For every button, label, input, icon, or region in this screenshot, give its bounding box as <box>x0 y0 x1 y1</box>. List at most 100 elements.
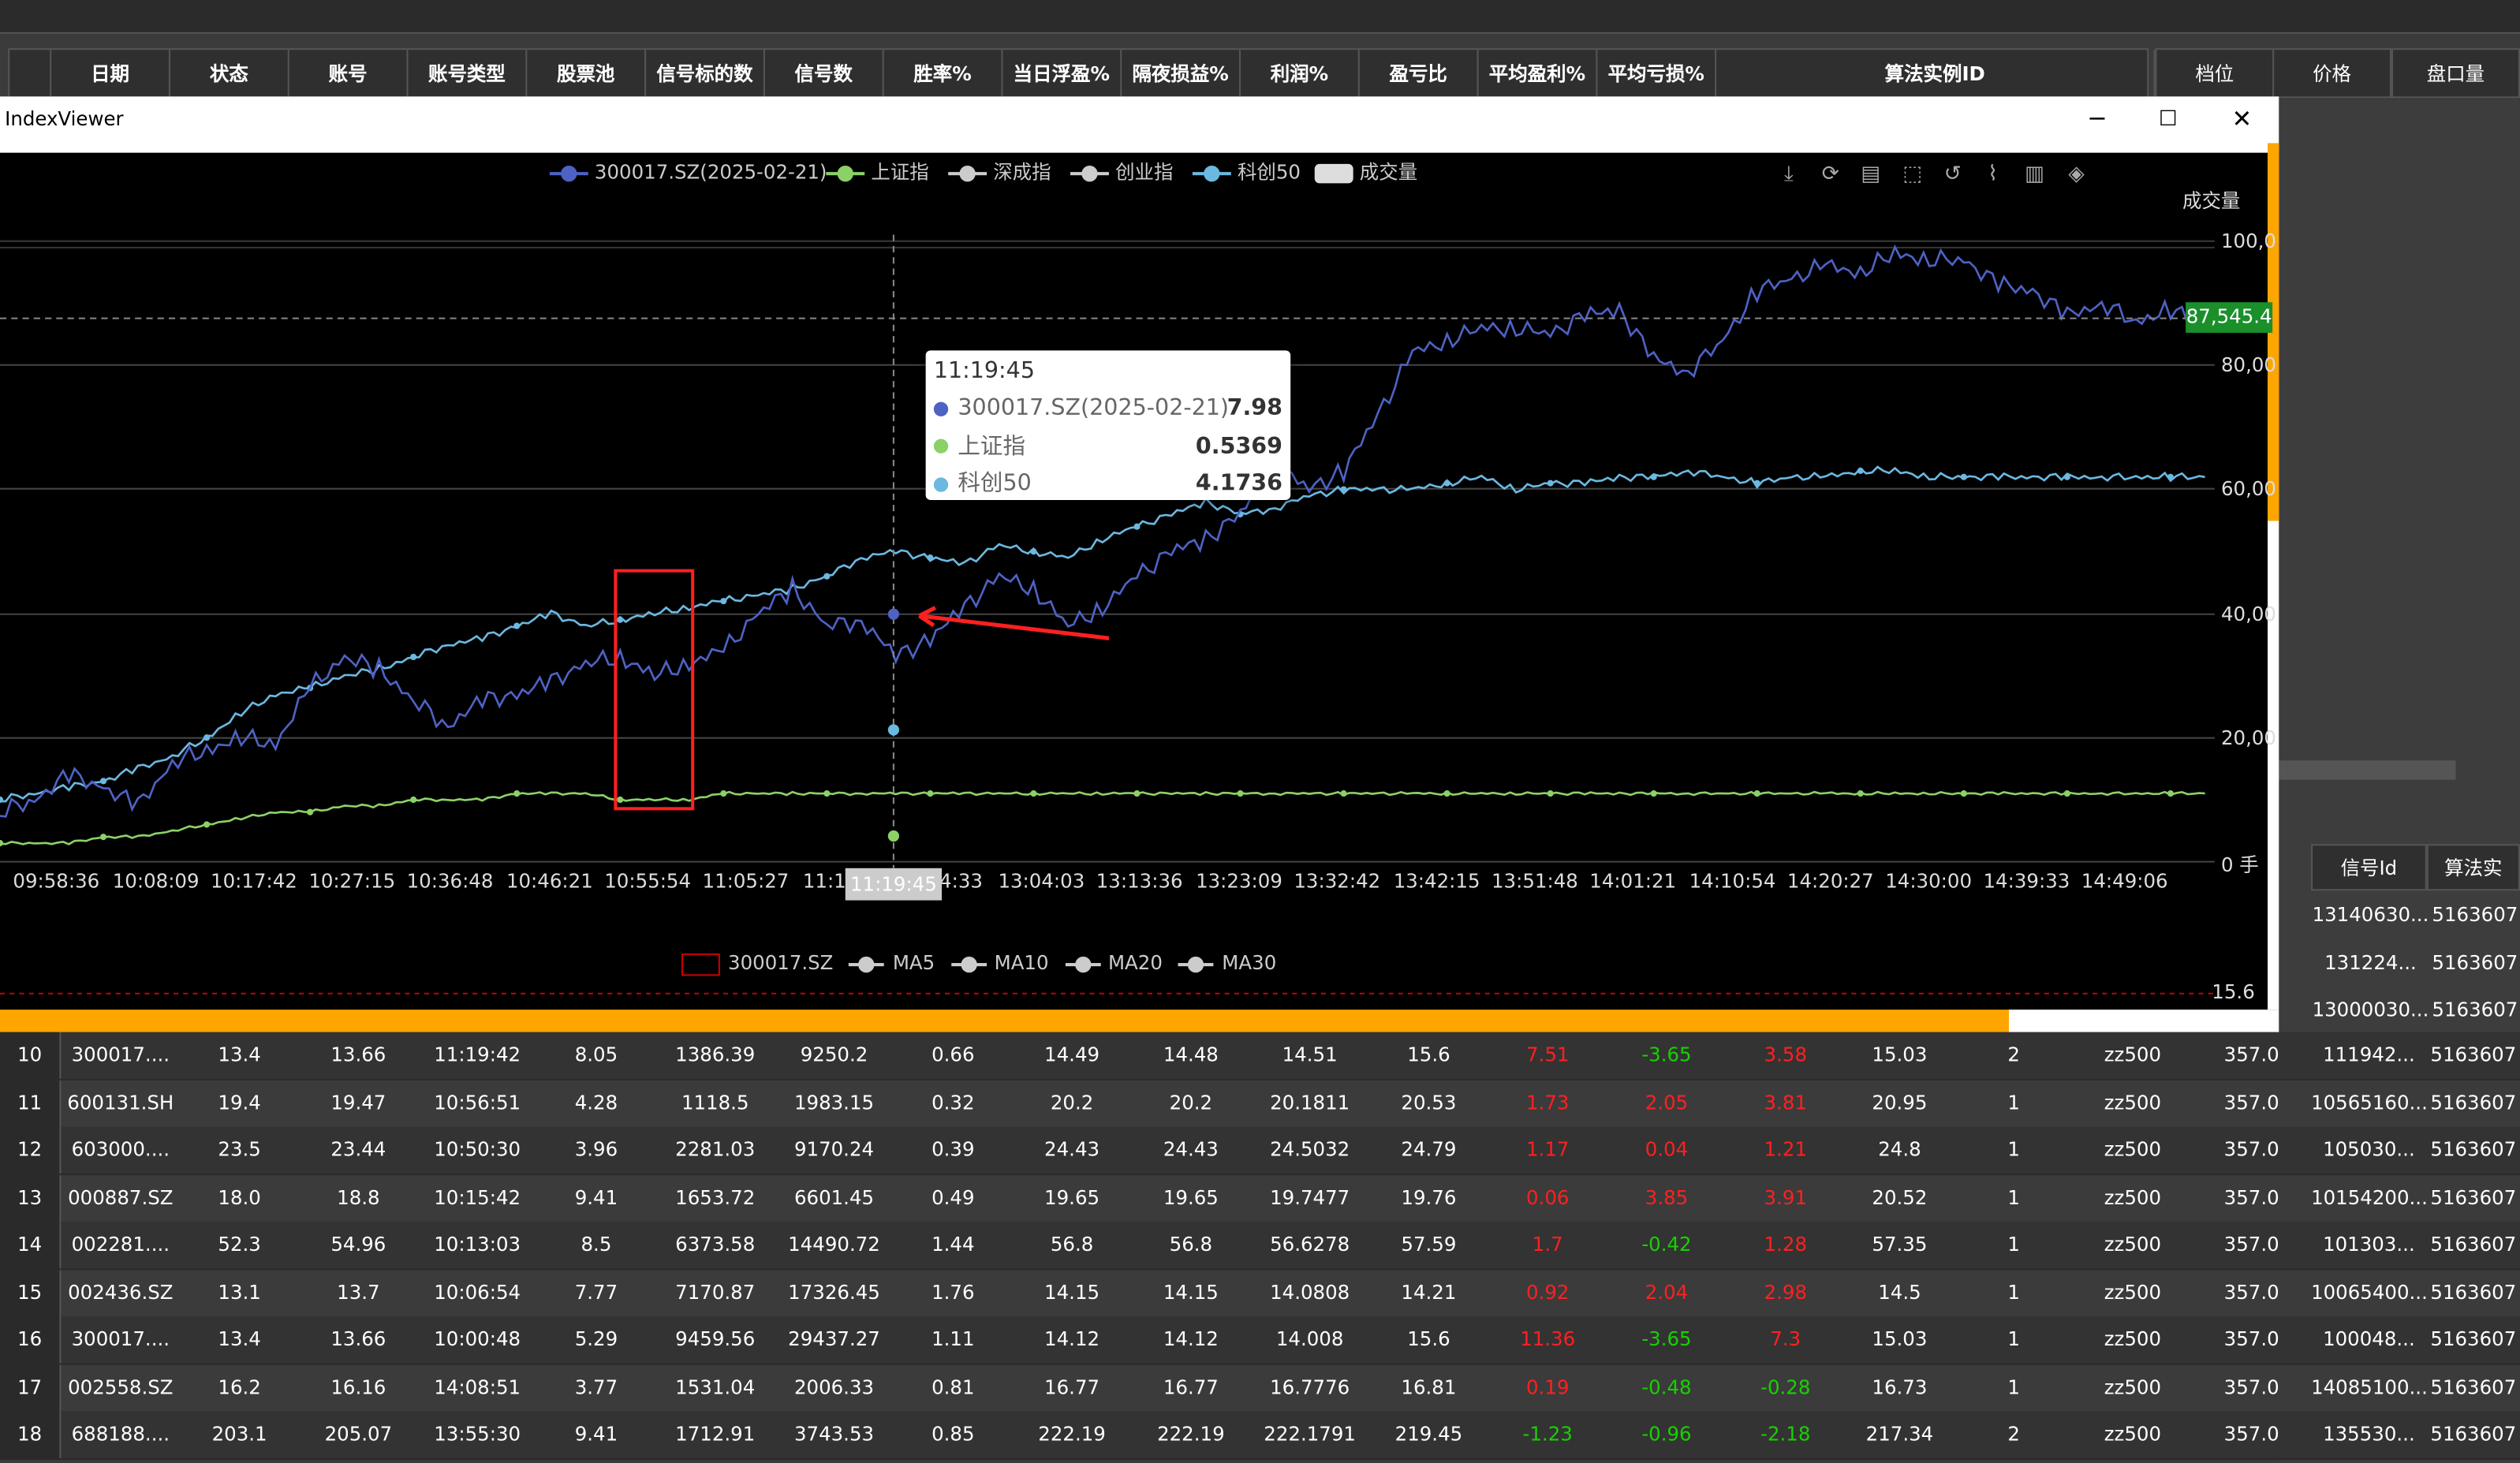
table-row[interactable]: 10 300017.... 13.4 13.66 11:19:42 8.05 1386.39… <box>0 1032 2520 1080</box>
table-cell: 1118.5 <box>681 1091 749 1114</box>
column-header[interactable]: 信号数 <box>765 50 884 100</box>
row-number: 18 <box>0 1411 62 1458</box>
table-row[interactable]: 13 000887.SZ 18.0 18.8 10:15:42 9.41 1653.72 66… <box>0 1174 2520 1223</box>
y-axis-title: 成交量 <box>2182 189 2241 213</box>
table-cell: 56.8 <box>1169 1233 1213 1256</box>
table-row[interactable]: 14 002281.... 52.3 54.96 10:13:03 8.5 6373.58 1… <box>0 1222 2520 1271</box>
column-header[interactable]: 平均亏损% <box>1597 50 1717 100</box>
minimize-button[interactable]: ─ <box>2089 104 2105 134</box>
table-cell: 357.0 <box>2223 1327 2279 1351</box>
column-header[interactable]: 隔夜损益% <box>1122 50 1241 100</box>
signal-column-header[interactable]: 算法实 <box>2426 844 2520 891</box>
table-row[interactable]: 12 603000.... 23.5 23.44 10:50:30 3.96 2281.03… <box>0 1126 2520 1176</box>
index-chart[interactable] <box>0 155 2266 1006</box>
table-cell: 5163607 <box>2430 1280 2517 1304</box>
table-cell: 57.35 <box>1872 1233 1928 1256</box>
stack-icon[interactable]: ◈ <box>2068 162 2085 187</box>
tooltip-series-name: 上证指 <box>958 433 1025 459</box>
table-row[interactable]: 15 002436.SZ 13.1 13.7 10:06:54 7.77 7170.87 17… <box>0 1269 2520 1318</box>
zoom-icon[interactable]: ⬚ <box>1902 162 1923 187</box>
table-cell: 3.77 <box>574 1375 618 1398</box>
legend-label: 科创50 <box>1237 160 1301 184</box>
signal-cell: 13140630... <box>2312 903 2429 927</box>
column-header[interactable]: 盈亏比 <box>1360 50 1479 100</box>
table-cell: 5163607 <box>2430 1375 2517 1398</box>
table-cell: 357.0 <box>2223 1423 2279 1446</box>
table-cell: 0.39 <box>931 1138 975 1161</box>
kline-legend-item[interactable]: MA5 <box>849 952 935 974</box>
table-cell: 203.1 <box>211 1423 267 1446</box>
column-header[interactable]: 平均盈利% <box>1479 50 1598 100</box>
signal-column-header[interactable]: 信号Id <box>2311 844 2427 891</box>
table-cell: 688188.... <box>71 1423 170 1446</box>
column-header[interactable]: 算法实例ID <box>1716 50 2156 100</box>
table-cell: 2.05 <box>1645 1091 1689 1114</box>
table-cell: 14.5 <box>1878 1280 1921 1304</box>
table-cell: 10565160... <box>2311 1091 2427 1114</box>
table-cell: 1 <box>2007 1280 2020 1304</box>
right-panel-scrollbar[interactable] <box>2279 760 2456 780</box>
legend-item[interactable]: 科创50 <box>1192 158 1301 187</box>
chart-zoom-slider[interactable] <box>0 1010 2009 1032</box>
orderbook-header[interactable]: 档位 <box>2155 48 2275 99</box>
legend-item[interactable]: 深成指 <box>948 158 1051 187</box>
table-cell: -0.48 <box>1641 1375 1692 1398</box>
table-cell: 300017.... <box>71 1043 170 1066</box>
sh-index-line-point <box>720 790 727 797</box>
annotation-box <box>614 569 695 811</box>
kc50-line-point <box>0 796 4 804</box>
table-cell: zz500 <box>2104 1375 2162 1398</box>
window-titlebar[interactable]: IndexViewer ─ ☐ ✕ <box>0 96 2279 153</box>
data-view-icon[interactable]: ▤ <box>1861 162 1881 187</box>
column-header[interactable]: 当日浮盈% <box>1002 50 1122 100</box>
table-row[interactable]: 11 600131.SH 19.4 19.47 10:56:51 4.28 1118.5 19… <box>0 1079 2520 1129</box>
column-header[interactable]: 状态 <box>170 50 289 100</box>
refresh-icon[interactable]: ⟳ <box>1821 162 1839 187</box>
column-header[interactable]: 日期 <box>51 50 170 100</box>
table-row[interactable]: 17 002558.SZ 16.2 16.16 14:08:51 3.77 1531.04 2… <box>0 1364 2520 1413</box>
maximize-button[interactable]: ☐ <box>2158 107 2178 132</box>
chart-zoom-track[interactable] <box>2009 1010 2279 1032</box>
table-cell: -0.28 <box>1760 1375 1811 1398</box>
zoom-reset-icon[interactable]: ↺ <box>1943 162 1962 187</box>
download-icon[interactable]: ⤓ <box>1783 162 1794 187</box>
kline-legend-item[interactable]: 300017.SZ <box>681 952 833 976</box>
kline-legend-item[interactable]: MA20 <box>1064 952 1163 974</box>
bar-chart-icon[interactable]: ▥ <box>2025 162 2045 187</box>
table-cell: 19.76 <box>1401 1185 1457 1208</box>
table-cell: 1.21 <box>1764 1138 1807 1161</box>
legend-item[interactable]: 上证指 <box>826 158 929 187</box>
table-row[interactable]: 16 300017.... 13.4 13.66 10:00:48 5.29 9459.56… <box>0 1316 2520 1365</box>
table-cell: 29437.27 <box>788 1327 880 1351</box>
table-cell: 10:13:03 <box>434 1233 521 1256</box>
table-cell: 20.1811 <box>1270 1091 1350 1114</box>
column-header[interactable]: 账号 <box>289 50 409 100</box>
table-cell: 16.77 <box>1163 1375 1219 1398</box>
close-button[interactable]: ✕ <box>2231 104 2253 134</box>
legend-item[interactable]: 300017.SZ(2025-02-21) <box>549 158 827 187</box>
table-cell: 357.0 <box>2223 1280 2279 1304</box>
orderbook-header[interactable]: 盘口量 <box>2391 48 2520 99</box>
table-cell: -3.65 <box>1641 1327 1692 1351</box>
table-cell: 10:00:48 <box>434 1327 521 1351</box>
legend-item[interactable]: 创业指 <box>1070 158 1173 187</box>
table-cell: 222.19 <box>1038 1423 1106 1446</box>
legend-item[interactable]: 成交量 <box>1314 158 1417 187</box>
legend-line-icon <box>826 163 865 182</box>
kline-legend-item[interactable]: MA10 <box>950 952 1049 974</box>
column-header[interactable]: 信号标的数 <box>646 50 765 100</box>
column-header[interactable]: 股票池 <box>527 50 647 100</box>
table-cell: 2 <box>2007 1043 2020 1066</box>
table-cell: zz500 <box>2104 1233 2162 1256</box>
chart-scroll-thumb[interactable] <box>2268 143 2279 521</box>
kline-legend-item[interactable]: MA30 <box>1178 952 1276 974</box>
column-header[interactable]: 利润% <box>1241 50 1360 100</box>
sh-index-line-point <box>1133 790 1141 797</box>
line-chart-icon[interactable]: ⌇ <box>1988 162 1999 187</box>
column-header[interactable]: 账号类型 <box>409 50 528 100</box>
column-header[interactable]: 胜率% <box>884 50 1003 100</box>
orderbook-header[interactable]: 价格 <box>2272 48 2391 99</box>
table-cell: zz500 <box>2104 1043 2162 1066</box>
table-row[interactable]: 18 688188.... 203.1 205.07 13:55:30 9.41 1712.… <box>0 1411 2520 1460</box>
